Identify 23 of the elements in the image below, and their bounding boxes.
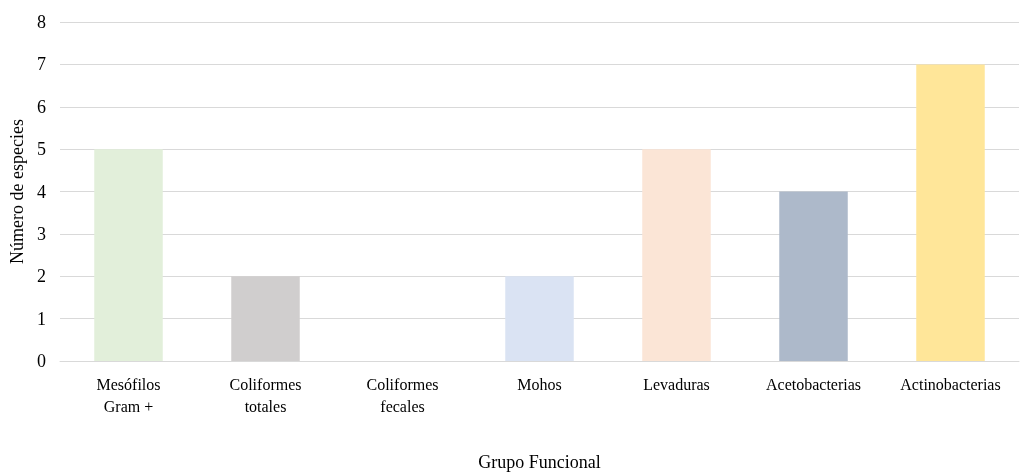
bar bbox=[779, 191, 848, 361]
y-tick-label: 5 bbox=[37, 139, 46, 160]
y-tick-label: 8 bbox=[37, 12, 46, 32]
y-tick-label: 3 bbox=[37, 223, 46, 244]
y-tick-label: 7 bbox=[37, 54, 46, 75]
bar bbox=[916, 64, 985, 361]
x-tick-label: Coliformes totales bbox=[229, 375, 302, 415]
y-tick-label: 0 bbox=[37, 351, 46, 371]
x-tick-label: Acetobacterias bbox=[765, 375, 862, 393]
bar bbox=[94, 149, 163, 361]
y-tick-label: 1 bbox=[37, 308, 46, 329]
x-tick-label: Mohos bbox=[517, 375, 562, 393]
y-tick-label: 6 bbox=[37, 96, 46, 117]
x-tick-label: Coliformes fecales bbox=[366, 375, 439, 415]
y-axis-title: Número de especies bbox=[7, 119, 27, 264]
y-tick-label: 4 bbox=[37, 181, 46, 202]
x-tick-label: Levaduras bbox=[643, 375, 710, 393]
y-tick-label: 2 bbox=[37, 266, 46, 287]
bar bbox=[642, 149, 711, 361]
bar bbox=[505, 276, 574, 361]
x-tick-label: Actinobacterias bbox=[900, 375, 1001, 393]
x-axis-title: Grupo Funcional bbox=[478, 452, 601, 472]
x-tick-label: Mesófilos Gram + bbox=[96, 375, 161, 415]
